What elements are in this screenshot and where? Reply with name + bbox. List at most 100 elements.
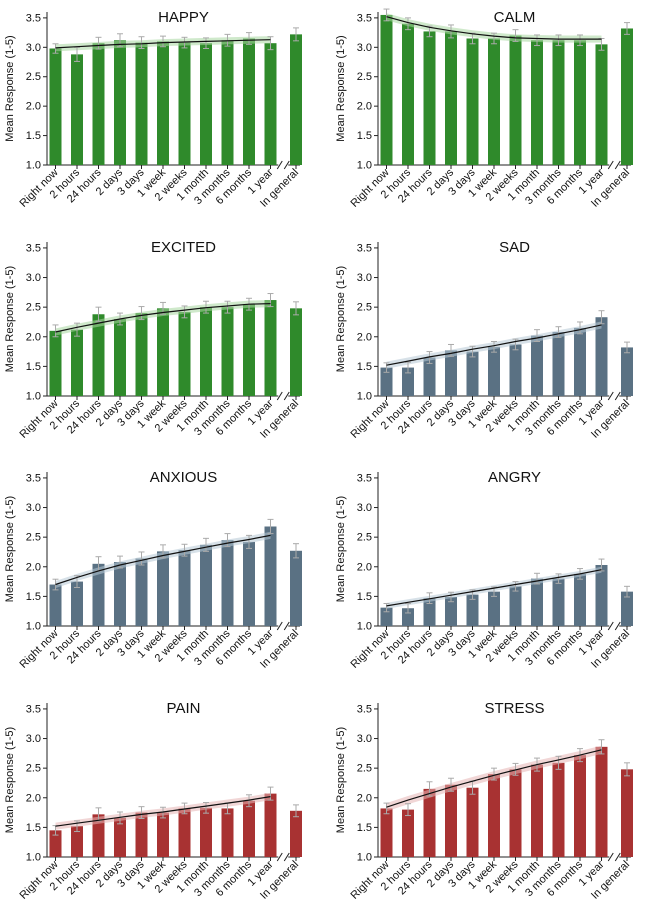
y-tick-label: 2.5 bbox=[26, 532, 41, 544]
y-axis-label: Mean Response (1-5) bbox=[4, 35, 16, 141]
bar bbox=[552, 762, 565, 857]
bar bbox=[243, 800, 255, 857]
bar bbox=[423, 357, 436, 396]
bar bbox=[114, 562, 126, 626]
bar bbox=[290, 810, 302, 857]
axis-break-gap bbox=[609, 161, 620, 169]
bar bbox=[178, 550, 191, 626]
bar bbox=[71, 329, 83, 396]
axis-break-gap bbox=[609, 392, 620, 400]
chart-title: ANXIOUS bbox=[150, 469, 218, 486]
y-tick-label: 3.0 bbox=[26, 502, 41, 514]
bar bbox=[380, 14, 393, 166]
bar bbox=[221, 40, 234, 165]
axis-break-mark bbox=[283, 160, 290, 170]
bar bbox=[574, 327, 586, 396]
bar bbox=[243, 38, 255, 165]
bar bbox=[531, 335, 543, 396]
bar bbox=[509, 769, 522, 857]
bar bbox=[574, 755, 586, 857]
axis-break-mark bbox=[607, 391, 614, 401]
bar bbox=[135, 42, 148, 165]
bar bbox=[402, 367, 414, 396]
y-tick-label: 2.5 bbox=[357, 763, 372, 775]
y-axis-label: Mean Response (1-5) bbox=[4, 266, 16, 372]
y-axis-label: Mean Response (1-5) bbox=[4, 496, 16, 602]
bar bbox=[135, 558, 148, 626]
bar bbox=[380, 367, 393, 396]
y-tick-label: 2.0 bbox=[357, 101, 372, 113]
axis-break-gap bbox=[278, 392, 289, 400]
fit-line bbox=[386, 16, 602, 40]
axis-break-mark bbox=[614, 852, 621, 862]
y-tick-label: 1.5 bbox=[357, 822, 372, 834]
fit-confidence-band bbox=[55, 300, 271, 336]
y-tick-label: 2.0 bbox=[26, 101, 41, 113]
bar bbox=[621, 769, 633, 857]
y-tick-label: 1.0 bbox=[357, 621, 372, 633]
bar bbox=[574, 40, 586, 165]
y-axis-label: Mean Response (1-5) bbox=[335, 266, 347, 372]
bar bbox=[509, 35, 522, 166]
bar bbox=[488, 774, 500, 857]
bar bbox=[445, 596, 457, 626]
bar bbox=[552, 40, 565, 165]
chart-title: CALM bbox=[494, 9, 536, 26]
bar bbox=[264, 300, 277, 396]
bar bbox=[552, 332, 565, 396]
fit-confidence-band bbox=[386, 13, 602, 43]
y-tick-label: 3.5 bbox=[26, 242, 41, 254]
bar bbox=[264, 526, 277, 626]
y-tick-label: 3.5 bbox=[357, 703, 372, 715]
y-tick-label: 2.5 bbox=[357, 302, 372, 314]
axis-break-mark bbox=[607, 852, 614, 862]
bar bbox=[402, 809, 414, 857]
y-tick-label: 1.5 bbox=[26, 822, 41, 834]
bar bbox=[509, 586, 522, 626]
bar bbox=[621, 347, 633, 396]
y-tick-label: 1.5 bbox=[357, 361, 372, 373]
bar bbox=[445, 31, 457, 165]
y-tick-label: 1.0 bbox=[26, 391, 41, 403]
bar bbox=[264, 43, 277, 165]
y-tick-label: 2.5 bbox=[26, 71, 41, 83]
fit-line bbox=[55, 534, 271, 586]
y-tick-label: 3.0 bbox=[357, 272, 372, 284]
y-tick-label: 3.0 bbox=[26, 733, 41, 745]
bar bbox=[488, 591, 500, 626]
bar bbox=[49, 584, 62, 626]
y-tick-label: 1.5 bbox=[357, 130, 372, 142]
bar bbox=[114, 40, 126, 165]
axis-break-mark bbox=[276, 621, 283, 631]
bar bbox=[92, 314, 105, 396]
bar bbox=[71, 54, 83, 165]
bar bbox=[621, 591, 633, 626]
bar bbox=[466, 351, 479, 396]
bar bbox=[423, 788, 436, 857]
axis-break-mark bbox=[276, 160, 283, 170]
bar bbox=[221, 307, 234, 396]
bar bbox=[531, 40, 543, 165]
bar bbox=[445, 784, 457, 857]
bar bbox=[135, 812, 148, 857]
y-tick-label: 1.0 bbox=[26, 621, 41, 633]
bar bbox=[92, 563, 105, 626]
bar bbox=[445, 350, 457, 396]
y-tick-label: 1.0 bbox=[26, 160, 41, 172]
y-axis-label: Mean Response (1-5) bbox=[4, 727, 16, 833]
y-tick-label: 3.5 bbox=[26, 12, 41, 24]
bar bbox=[157, 308, 169, 396]
y-axis-label: Mean Response (1-5) bbox=[335, 496, 347, 602]
fit-line bbox=[386, 749, 602, 808]
y-tick-label: 2.0 bbox=[357, 792, 372, 804]
y-tick-label: 3.0 bbox=[26, 272, 41, 284]
bar bbox=[200, 43, 212, 165]
y-tick-label: 2.0 bbox=[357, 331, 372, 343]
y-tick-label: 1.0 bbox=[357, 160, 372, 172]
y-tick-label: 2.0 bbox=[26, 792, 41, 804]
fit-line bbox=[55, 303, 271, 333]
fit-line bbox=[55, 39, 271, 49]
bar bbox=[178, 311, 191, 396]
bar bbox=[290, 308, 302, 396]
chart-panel-happy: 1.0 1.5 2.0 2.5 3.0 3.5 Mean Response (1-5) HAP… bbox=[4, 9, 302, 210]
